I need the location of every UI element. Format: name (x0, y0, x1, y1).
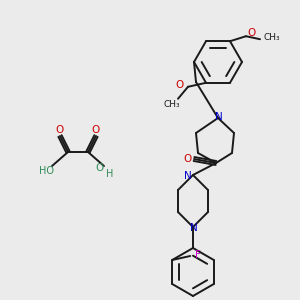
Text: O: O (56, 125, 64, 135)
Text: N: N (215, 112, 223, 122)
Text: O: O (92, 125, 100, 135)
Text: O: O (96, 163, 104, 173)
Text: CH₃: CH₃ (264, 33, 280, 42)
Text: HO: HO (38, 166, 53, 176)
Text: F: F (195, 250, 201, 260)
Text: O: O (176, 80, 184, 90)
Text: O: O (184, 154, 192, 164)
Text: CH₃: CH₃ (164, 100, 180, 109)
Text: N: N (184, 171, 192, 181)
Text: N: N (190, 223, 198, 233)
Text: H: H (106, 169, 114, 179)
Text: O: O (248, 28, 256, 38)
